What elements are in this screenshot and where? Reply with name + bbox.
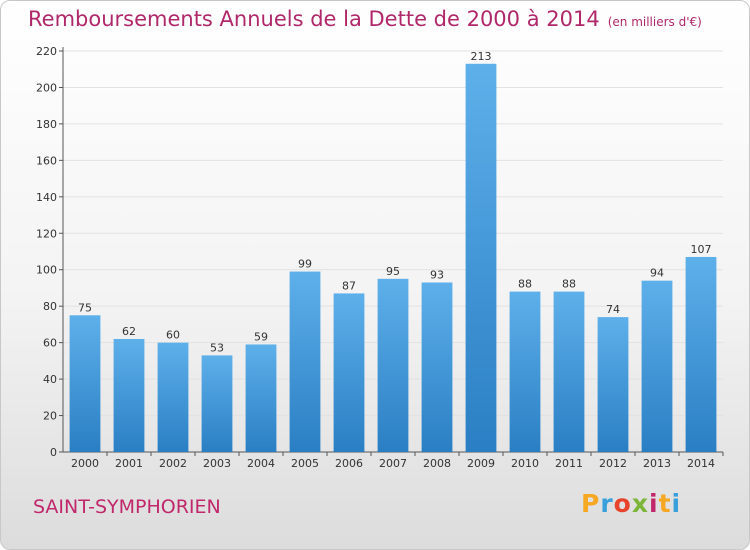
bar-2004: [245, 344, 277, 452]
value-label: 87: [342, 279, 356, 292]
value-label: 60: [166, 329, 180, 342]
value-label: 93: [430, 268, 444, 281]
bar-2002: [157, 342, 189, 452]
chart-title: Remboursements Annuels de la Dette de 20…: [28, 7, 702, 31]
x-tick-label: 2012: [599, 457, 627, 470]
tick-labels: 0 20 40 60 80 100 120 140 160 180 200 220 2000 2001 20…: [36, 45, 715, 470]
x-tick-label: 2004: [247, 457, 275, 470]
value-label: 95: [386, 265, 400, 278]
x-tick-label: 2009: [467, 457, 495, 470]
chart-title-text: Remboursements Annuels de la Dette de 20…: [28, 7, 600, 31]
bar-2005: [289, 271, 321, 452]
value-label: 59: [254, 330, 268, 343]
x-tick-label: 2011: [555, 457, 583, 470]
y-tick-label: 140: [36, 191, 57, 204]
x-tick-label: 2014: [687, 457, 715, 470]
bar-2003: [201, 355, 233, 452]
bar-2011: [553, 291, 585, 452]
value-label: 99: [298, 258, 312, 271]
y-tick-label: 160: [36, 154, 57, 167]
x-tick-label: 2000: [71, 457, 99, 470]
value-label: 88: [562, 278, 576, 291]
bar-2008: [421, 282, 453, 452]
bar-2001: [113, 338, 145, 452]
y-tick-label: 60: [43, 337, 57, 350]
bar-2012: [597, 317, 629, 452]
logo-letter: t: [658, 489, 672, 518]
bar-2007: [377, 278, 409, 452]
value-label: 62: [122, 325, 136, 338]
x-tick-label: 2006: [335, 457, 363, 470]
value-label: 75: [78, 301, 92, 314]
x-tick-label: 2010: [511, 457, 539, 470]
logo-letter: r: [600, 489, 614, 518]
bar-2013: [641, 280, 673, 452]
logo-letter: x: [631, 489, 649, 518]
commune-name: SAINT-SYMPHORIEN: [33, 496, 221, 518]
y-tick-label: 80: [43, 300, 57, 313]
value-label: 53: [210, 341, 224, 354]
bar-2010: [509, 291, 541, 452]
proxiti-logo: Proxiti: [581, 489, 681, 518]
y-tick-label: 180: [36, 118, 57, 131]
bar-2014: [685, 256, 717, 452]
y-tick-label: 40: [43, 373, 57, 386]
value-label: 74: [606, 303, 620, 316]
logo-letter: i: [671, 489, 682, 518]
bar-2009: [465, 63, 497, 452]
y-tick-label: 20: [43, 410, 57, 423]
x-tick-label: 2001: [115, 457, 143, 470]
y-tick-label: 0: [50, 446, 57, 459]
chart-unit-label: (en milliers d'€): [607, 15, 702, 29]
logo-letter: i: [649, 489, 659, 518]
y-tick-label: 220: [36, 45, 57, 58]
x-tick-label: 2007: [379, 457, 407, 470]
y-tick-label: 120: [36, 227, 57, 240]
bars: [69, 63, 717, 452]
logo-letter: o: [613, 489, 632, 518]
x-tick-label: 2008: [423, 457, 451, 470]
bar-2006: [333, 293, 365, 452]
x-tick-label: 2002: [159, 457, 187, 470]
bar-2000: [69, 315, 101, 452]
value-label: 94: [650, 267, 664, 280]
value-labels: 75 62 60 53 59 99 87 95 93 213 88 88 74 94 107: [78, 50, 712, 355]
y-tick-label: 200: [36, 81, 57, 94]
y-tick-label: 100: [36, 264, 57, 277]
x-tick-label: 2013: [643, 457, 671, 470]
value-label: 88: [518, 278, 532, 291]
value-label: 213: [471, 50, 492, 63]
x-tick-label: 2003: [203, 457, 231, 470]
value-label: 107: [691, 243, 712, 256]
x-tick-label: 2005: [291, 457, 319, 470]
logo-letter: P: [581, 489, 601, 518]
